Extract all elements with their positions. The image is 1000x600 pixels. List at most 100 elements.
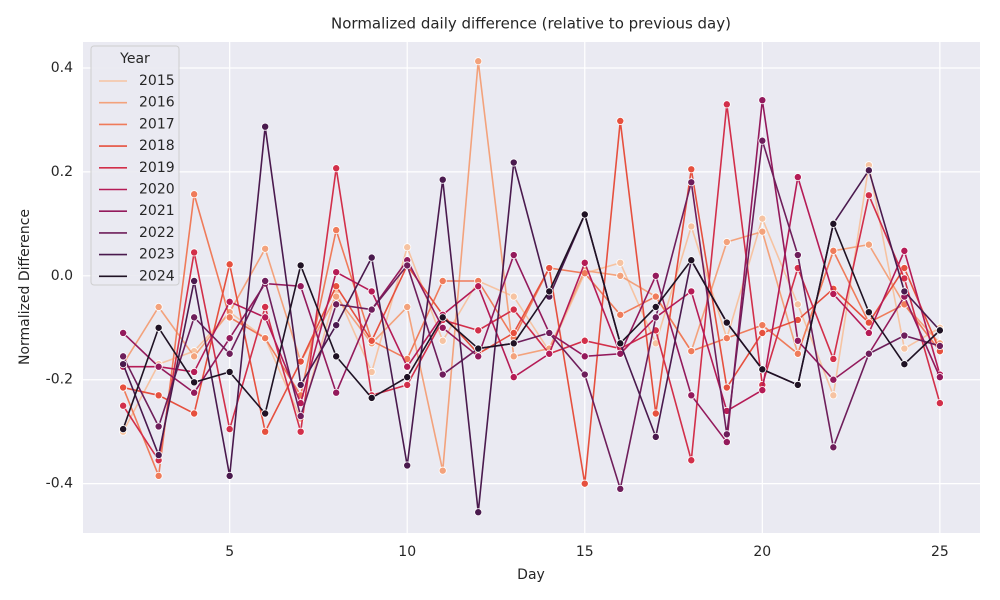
point (474, 57, 483, 66)
point (900, 246, 909, 255)
point (758, 386, 767, 395)
point (403, 362, 412, 371)
point (474, 326, 483, 335)
point (829, 443, 838, 452)
point (296, 261, 305, 270)
point (616, 310, 625, 319)
point (261, 427, 270, 436)
point (190, 313, 199, 322)
point (403, 380, 412, 389)
point (332, 164, 341, 173)
point (367, 305, 376, 314)
point (438, 175, 447, 184)
point (261, 409, 270, 418)
x-tick-label: 20 (753, 544, 771, 560)
legend-label: 2022 (139, 225, 175, 241)
point (545, 349, 554, 358)
legend: Year 2015 2016 2017 2018 2019 2020 2021 2022 2023… (90, 45, 180, 286)
point (864, 191, 873, 200)
point (758, 136, 767, 145)
point (225, 297, 234, 306)
point (261, 244, 270, 253)
point (687, 256, 696, 265)
point (722, 430, 731, 439)
point (616, 116, 625, 125)
point (403, 302, 412, 311)
point (261, 313, 270, 322)
point (190, 409, 199, 418)
y-tick-label: 0.0 (51, 268, 73, 284)
point (864, 166, 873, 175)
point (545, 287, 554, 296)
point (474, 508, 483, 517)
point (900, 287, 909, 296)
point (296, 427, 305, 436)
point (616, 258, 625, 267)
point (545, 328, 554, 337)
point (509, 339, 518, 348)
point (864, 240, 873, 249)
point (900, 331, 909, 340)
point (225, 367, 234, 376)
point (509, 158, 518, 167)
point (651, 313, 660, 322)
point (793, 300, 802, 309)
point (119, 383, 128, 392)
x-tick-label: 25 (931, 544, 949, 560)
point (509, 352, 518, 361)
point (900, 360, 909, 369)
legend-label: 2019 (139, 160, 175, 176)
point (935, 341, 944, 350)
point (509, 373, 518, 382)
point (722, 334, 731, 343)
legend-label: 2021 (139, 203, 175, 219)
point (580, 210, 589, 219)
point (829, 354, 838, 363)
point (758, 96, 767, 105)
point (687, 287, 696, 296)
point (296, 380, 305, 389)
point (616, 271, 625, 280)
point (829, 246, 838, 255)
chart-title: Normalized daily difference (relative to… (331, 15, 731, 33)
point (154, 302, 163, 311)
point (154, 422, 163, 431)
point (190, 388, 199, 397)
point (190, 367, 199, 376)
point (687, 222, 696, 231)
point (332, 226, 341, 235)
y-tick-label: 0.4 (51, 60, 73, 76)
point (296, 282, 305, 291)
series-line (122, 194, 941, 480)
point (154, 451, 163, 460)
series-line (122, 140, 941, 493)
point (793, 173, 802, 182)
point (332, 352, 341, 361)
point (935, 373, 944, 382)
point (651, 302, 660, 311)
legend-label: 2023 (139, 247, 175, 263)
point (509, 292, 518, 301)
point (509, 305, 518, 314)
point (580, 258, 589, 267)
plot-area (83, 42, 980, 533)
series-line (122, 120, 941, 484)
point (119, 401, 128, 410)
point (616, 339, 625, 348)
point (332, 292, 341, 301)
point (225, 349, 234, 358)
point (154, 362, 163, 371)
point (438, 313, 447, 322)
series-line (122, 212, 941, 430)
point (474, 352, 483, 361)
point (225, 313, 234, 322)
point (332, 300, 341, 309)
point (722, 318, 731, 327)
point (758, 328, 767, 337)
point (580, 370, 589, 379)
point (829, 391, 838, 400)
point (332, 268, 341, 277)
point (509, 328, 518, 337)
point (864, 318, 873, 327)
